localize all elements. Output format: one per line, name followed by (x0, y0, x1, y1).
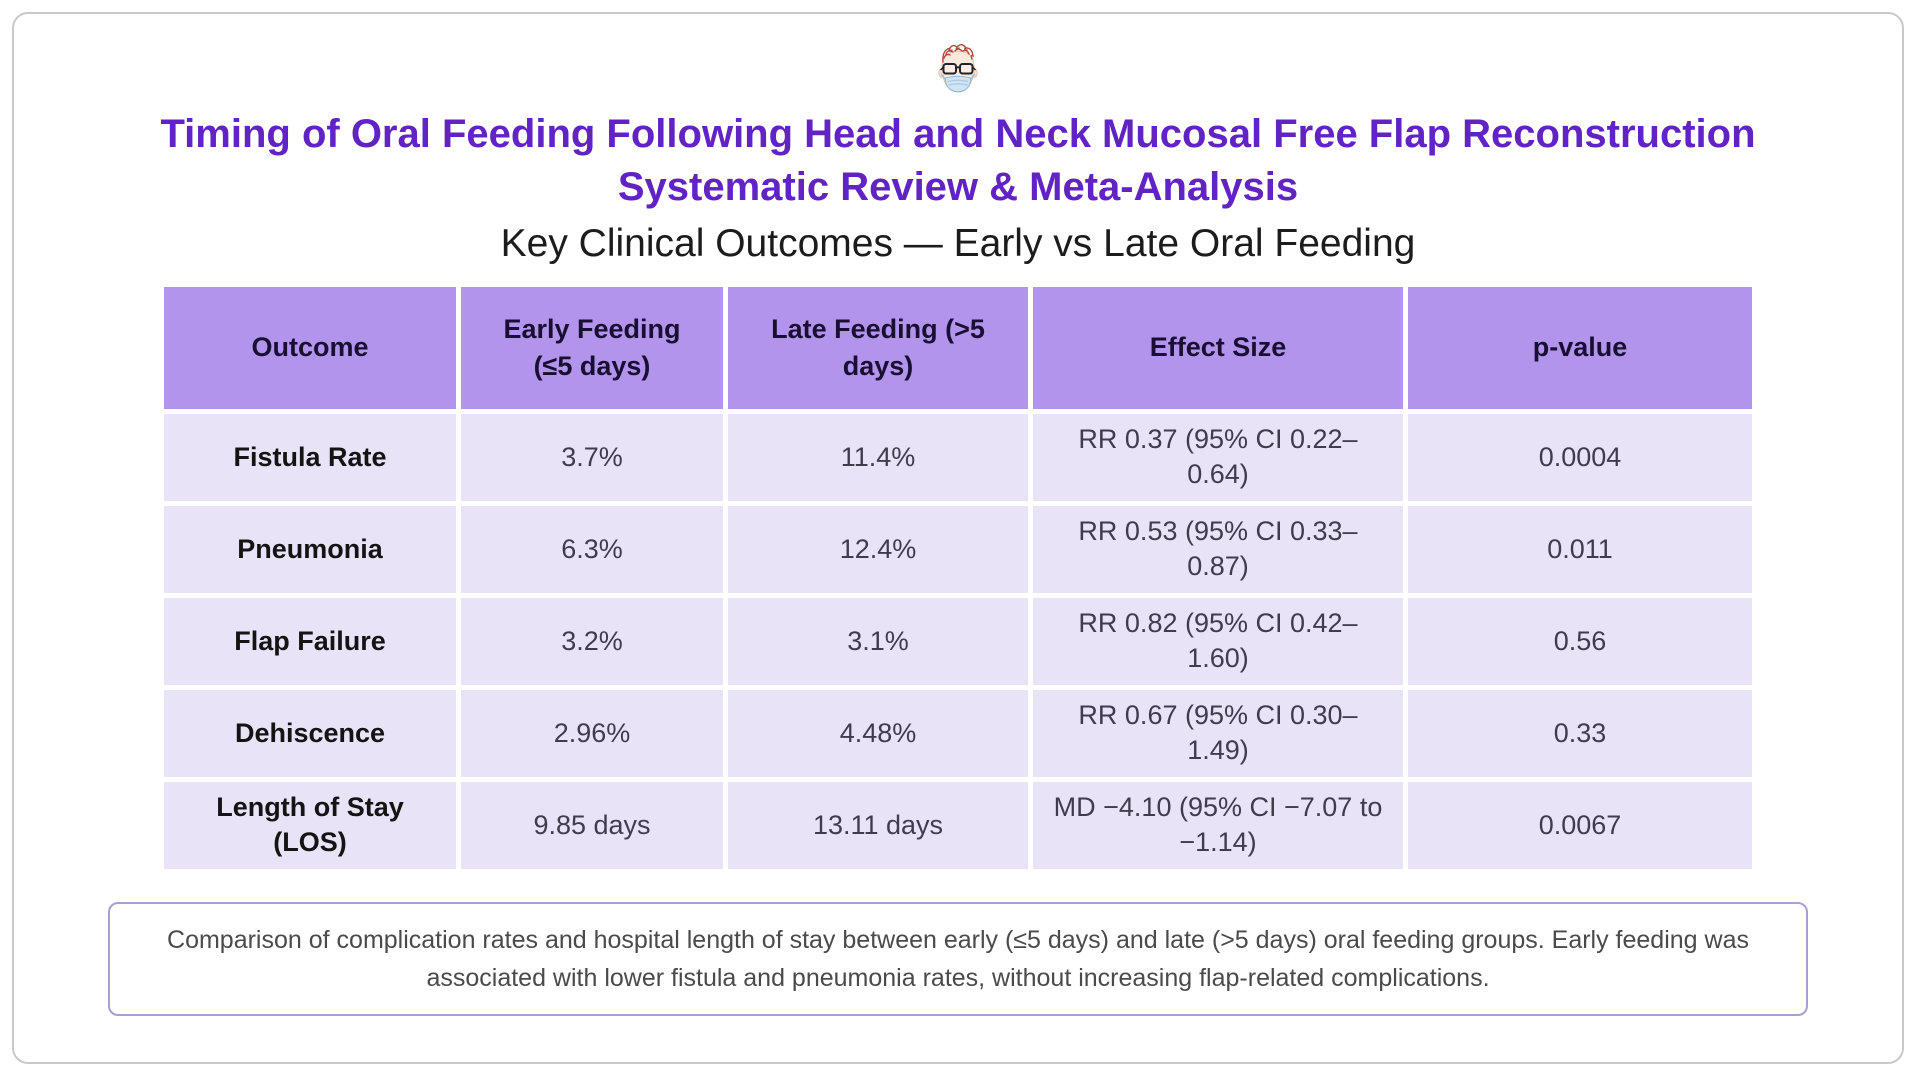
cell-effect-size: RR 0.37 (95% CI 0.22–0.64) (1033, 413, 1403, 501)
col-header-early-feeding: Early Feeding (≤5 days) (461, 286, 723, 409)
cell-late-value: 4.48% (728, 689, 1028, 777)
table-row-pneumonia: Pneumonia 6.3% 12.4% RR 0.53 (95% CI 0.3… (164, 505, 1752, 593)
cell-effect-size: RR 0.82 (95% CI 0.42–1.60) (1033, 597, 1403, 685)
caption-box: Comparison of complication rates and hos… (108, 901, 1808, 1016)
cell-effect-size: MD −4.10 (95% CI −7.07 to −1.14) (1033, 781, 1403, 869)
cell-p-value: 0.56 (1408, 597, 1752, 685)
cell-outcome: Flap Failure (164, 597, 456, 685)
table-row-dehiscence: Dehiscence 2.96% 4.48% RR 0.67 (95% CI 0… (164, 689, 1752, 777)
col-header-p-value: p-value (1408, 286, 1752, 409)
table-row-fistula-rate: Fistula Rate 3.7% 11.4% RR 0.37 (95% CI … (164, 413, 1752, 501)
logo-wrap (14, 40, 1902, 98)
cell-early-value: 3.7% (461, 413, 723, 501)
table-header-row: Outcome Early Feeding (≤5 days) Late Fee… (164, 286, 1752, 409)
cell-early-value: 3.2% (461, 597, 723, 685)
cell-p-value: 0.33 (1408, 689, 1752, 777)
cell-outcome: Pneumonia (164, 505, 456, 593)
cell-late-value: 3.1% (728, 597, 1028, 685)
page-title-line1: Timing of Oral Feeding Following Head an… (160, 112, 1756, 156)
cell-p-value: 0.011 (1408, 505, 1752, 593)
cell-p-value: 0.0067 (1408, 781, 1752, 869)
cell-early-value: 9.85 days (461, 781, 723, 869)
col-header-outcome: Outcome (164, 286, 456, 409)
col-header-late-feeding: Late Feeding (>5 days) (728, 286, 1028, 409)
cell-p-value: 0.0004 (1408, 413, 1752, 501)
col-header-effect-size: Effect Size (1033, 286, 1403, 409)
page-title-line2: Systematic Review & Meta-Analysis (617, 164, 1299, 209)
table-row-length-of-stay: Length of Stay (LOS) 9.85 days 13.11 day… (164, 781, 1752, 869)
cell-late-value: 11.4% (728, 413, 1028, 501)
cell-outcome: Dehiscence (164, 689, 456, 777)
cell-outcome: Fistula Rate (164, 413, 456, 501)
cell-late-value: 12.4% (728, 505, 1028, 593)
surgeon-face-icon (938, 44, 978, 93)
outcomes-table: Outcome Early Feeding (≤5 days) Late Fee… (159, 282, 1757, 874)
cell-outcome: Length of Stay (LOS) (164, 781, 456, 869)
page-title: Timing of Oral Feeding Following Head an… (14, 108, 1902, 214)
cell-late-value: 13.11 days (728, 781, 1028, 869)
table-row-flap-failure: Flap Failure 3.2% 3.1% RR 0.82 (95% CI 0… (164, 597, 1752, 685)
cell-early-value: 2.96% (461, 689, 723, 777)
cell-early-value: 6.3% (461, 505, 723, 593)
caption-text: Comparison of complication rates and hos… (167, 925, 1749, 992)
figure-card: Timing of Oral Feeding Following Head an… (12, 12, 1904, 1064)
table-subtitle: Key Clinical Outcomes — Early vs Late Or… (500, 221, 1416, 265)
cell-effect-size: RR 0.53 (95% CI 0.33–0.87) (1033, 505, 1403, 593)
cell-effect-size: RR 0.67 (95% CI 0.30–1.49) (1033, 689, 1403, 777)
